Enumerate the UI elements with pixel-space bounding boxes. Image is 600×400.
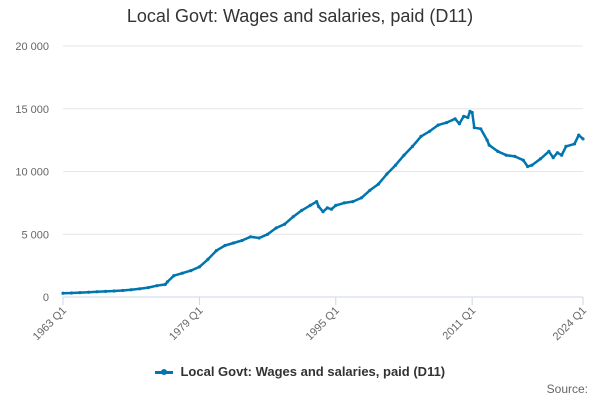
data-point[interactable] bbox=[112, 289, 116, 293]
data-point[interactable] bbox=[266, 232, 270, 236]
data-point[interactable] bbox=[462, 114, 466, 118]
data-point[interactable] bbox=[291, 215, 295, 219]
series-group bbox=[61, 109, 585, 295]
x-tick-label: 1995 Q1 bbox=[304, 305, 342, 343]
data-point[interactable] bbox=[547, 149, 551, 153]
data-point[interactable] bbox=[487, 143, 491, 147]
y-tick-label: 10 000 bbox=[15, 167, 49, 179]
data-point[interactable] bbox=[257, 236, 261, 240]
x-axis bbox=[62, 296, 584, 305]
data-point[interactable] bbox=[538, 157, 543, 161]
series-line[interactable] bbox=[62, 110, 584, 295]
data-point[interactable] bbox=[69, 291, 74, 295]
data-point[interactable] bbox=[214, 249, 218, 253]
x-tick-label: 1979 Q1 bbox=[167, 305, 205, 343]
data-point[interactable] bbox=[180, 271, 184, 275]
data-point[interactable] bbox=[564, 144, 568, 148]
data-point[interactable] bbox=[283, 222, 287, 226]
data-point[interactable] bbox=[165, 280, 169, 284]
data-point[interactable] bbox=[393, 163, 398, 167]
x-axis-tick-labels: 1963 Q1 1979 Q1 1995 Q1 2011 Q1 2024 Q1 bbox=[31, 305, 589, 343]
data-point[interactable] bbox=[321, 210, 325, 214]
data-point[interactable] bbox=[342, 201, 346, 205]
y-tick-label: 5 000 bbox=[21, 229, 49, 241]
data-point[interactable] bbox=[172, 274, 176, 278]
data-point[interactable] bbox=[436, 123, 440, 127]
data-point[interactable] bbox=[231, 241, 236, 245]
y-tick-label: 15 000 bbox=[15, 104, 49, 116]
data-point[interactable] bbox=[248, 235, 253, 239]
legend-line-marker-icon bbox=[154, 368, 173, 375]
chart-title: Local Govt: Wages and salaries, paid (D1… bbox=[126, 6, 474, 26]
data-point[interactable] bbox=[453, 117, 457, 121]
legend-label: Local Govt: Wages and salaries, paid (D1… bbox=[180, 364, 446, 379]
data-point[interactable] bbox=[308, 203, 312, 207]
data-point[interactable] bbox=[530, 163, 534, 167]
x-tick-label: 1963 Q1 bbox=[31, 305, 69, 343]
data-point[interactable] bbox=[445, 121, 449, 125]
data-point[interactable] bbox=[315, 200, 319, 204]
data-point[interactable] bbox=[274, 226, 278, 230]
data-point[interactable] bbox=[240, 238, 244, 243]
data-point[interactable] bbox=[334, 203, 338, 207]
source-label: Source: bbox=[546, 382, 588, 396]
data-point[interactable] bbox=[470, 110, 474, 115]
data-point[interactable] bbox=[410, 144, 415, 148]
data-point[interactable] bbox=[472, 126, 476, 130]
data-point[interactable] bbox=[521, 158, 525, 162]
data-point[interactable] bbox=[163, 282, 167, 286]
y-tick-label: 0 bbox=[43, 292, 49, 304]
data-point[interactable] bbox=[325, 206, 329, 210]
data-point[interactable] bbox=[87, 290, 91, 294]
data-point[interactable] bbox=[146, 286, 150, 290]
data-point[interactable] bbox=[300, 208, 304, 212]
data-point[interactable] bbox=[351, 200, 355, 204]
x-tick-label: 2024 Q1 bbox=[551, 305, 589, 343]
data-point[interactable] bbox=[577, 133, 581, 137]
data-point[interactable] bbox=[572, 142, 577, 146]
data-point[interactable] bbox=[206, 257, 210, 261]
data-point[interactable] bbox=[560, 153, 564, 157]
data-point[interactable] bbox=[95, 290, 99, 294]
data-point[interactable] bbox=[551, 156, 555, 160]
data-point[interactable] bbox=[104, 289, 108, 293]
y-axis-tick-labels: 0 5 000 10 000 15 000 20 000 bbox=[15, 41, 49, 304]
data-point[interactable] bbox=[317, 205, 321, 209]
data-point[interactable] bbox=[359, 196, 363, 200]
data-point[interactable] bbox=[376, 182, 380, 186]
data-point[interactable] bbox=[138, 287, 142, 291]
data-point[interactable] bbox=[78, 291, 82, 295]
data-point[interactable] bbox=[155, 284, 159, 288]
data-point[interactable] bbox=[513, 154, 517, 158]
data-point[interactable] bbox=[329, 207, 334, 211]
y-tick-label: 20 000 bbox=[15, 41, 49, 53]
data-point[interactable] bbox=[402, 153, 406, 157]
data-point[interactable] bbox=[555, 151, 560, 155]
gridlines bbox=[63, 45, 583, 298]
data-point[interactable] bbox=[61, 291, 65, 295]
data-point[interactable] bbox=[496, 149, 500, 153]
data-point[interactable] bbox=[581, 137, 585, 141]
data-point[interactable] bbox=[121, 288, 125, 293]
data-point[interactable] bbox=[197, 265, 201, 269]
legend[interactable]: Local Govt: Wages and salaries, paid (D1… bbox=[0, 364, 600, 379]
data-point[interactable] bbox=[466, 115, 470, 120]
data-point[interactable] bbox=[428, 129, 432, 133]
data-point[interactable] bbox=[485, 138, 489, 142]
data-point[interactable] bbox=[526, 164, 530, 169]
x-tick-label: 2011 Q1 bbox=[441, 305, 479, 343]
data-point[interactable] bbox=[189, 269, 193, 273]
data-point[interactable] bbox=[385, 172, 389, 176]
data-point[interactable] bbox=[419, 134, 423, 138]
data-point[interactable] bbox=[129, 288, 133, 292]
data-point[interactable] bbox=[368, 188, 372, 192]
data-point[interactable] bbox=[223, 243, 227, 248]
data-point[interactable] bbox=[504, 153, 508, 157]
data-point[interactable] bbox=[479, 127, 483, 131]
data-point[interactable] bbox=[457, 122, 461, 126]
